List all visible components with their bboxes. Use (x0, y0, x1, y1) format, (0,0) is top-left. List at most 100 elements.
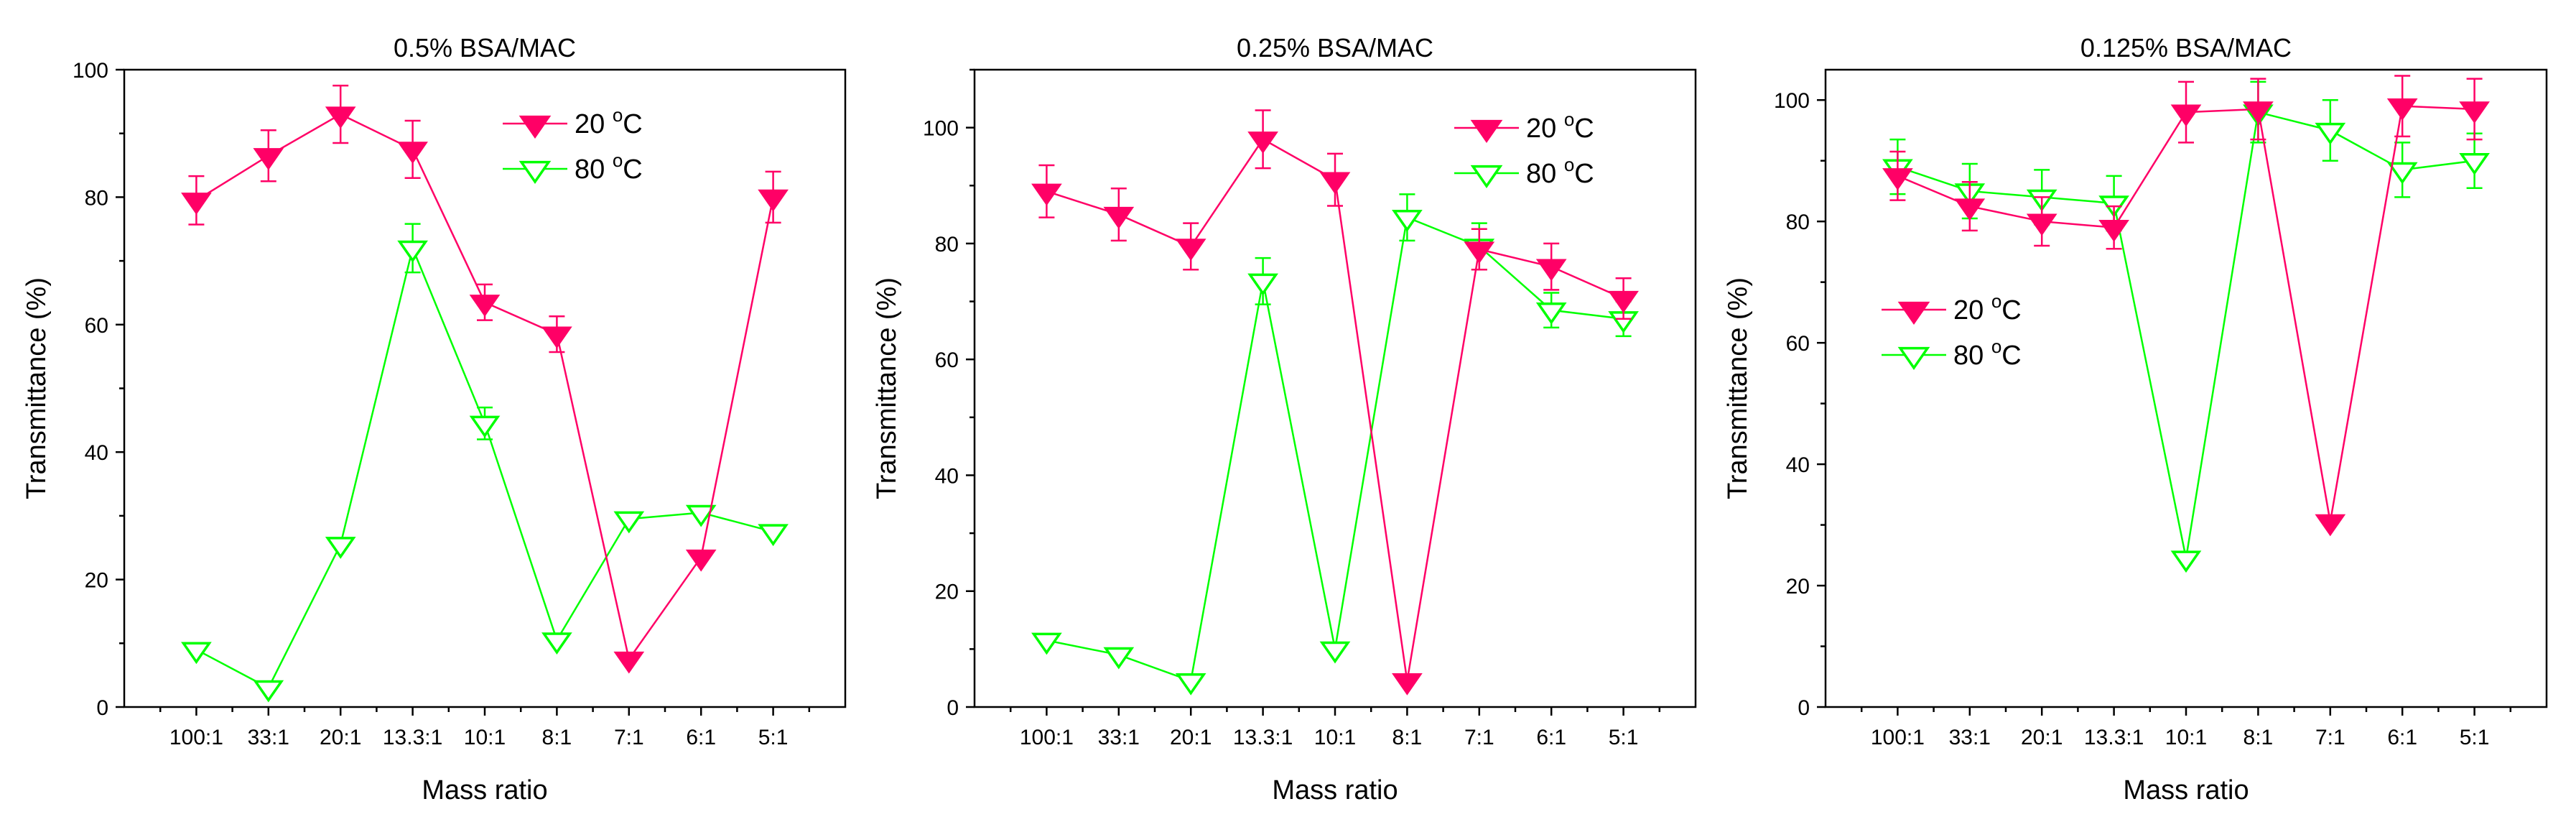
legend-label-unit: C (2001, 341, 2021, 371)
data-point (1175, 239, 1206, 262)
series-80C (181, 223, 789, 703)
legend-label-degree: o (1991, 290, 2001, 312)
y-tick-label: 100 (923, 117, 959, 141)
chart-panel-2: 0.25% BSA/MAC 0 20 40 60 80 100 100:1 33:1 20:1 13… (872, 33, 1697, 805)
x-tick-label: 10:1 (2165, 726, 2207, 749)
y-tick-label: 80 (85, 186, 108, 210)
legend-marker (1897, 346, 1930, 371)
data-point (758, 524, 789, 547)
data-point (397, 142, 428, 164)
data-point (2243, 101, 2274, 124)
chart-title: 0.5% BSA/MAC (394, 33, 576, 63)
series-20C (1031, 109, 1639, 696)
y-tick-label: 80 (935, 233, 959, 257)
legend-label-unit: C (623, 154, 642, 185)
y-tick-label: 100 (73, 59, 108, 83)
legend-label-value: 80 (575, 154, 613, 185)
data-point (253, 148, 284, 170)
x-tick-label: 6:1 (2387, 726, 2417, 749)
data-point (2170, 550, 2202, 573)
data-point (325, 106, 356, 129)
data-point (1882, 168, 1913, 190)
legend-label-degree: o (1564, 108, 1574, 130)
data-point (1535, 302, 1567, 325)
y-tick-label: 0 (947, 696, 959, 720)
plot-frame (123, 68, 847, 708)
legend-label: 20 oC (575, 104, 643, 139)
y-tick-label: 60 (85, 314, 108, 338)
data-point (2026, 213, 2057, 236)
y-axis-title: Transmittance (%) (1723, 277, 1753, 499)
legend-label-unit: C (623, 109, 642, 139)
x-tick-label: 8:1 (542, 726, 572, 749)
x-tick-label: 20:1 (320, 726, 361, 749)
x-tick-label: 10:1 (464, 726, 506, 749)
chart-panel-3: 0.125% BSA/MAC 0 20 40 60 80 100 100:1 33:1 20:1 1… (1723, 33, 2548, 805)
x-tick-label: 100:1 (169, 726, 223, 749)
y-tick-label: 20 (1786, 575, 1810, 599)
y-tick-label: 40 (85, 441, 108, 465)
x-tick-label: 8:1 (2243, 726, 2274, 749)
series-80C (1882, 80, 2490, 573)
data-point (1103, 206, 1135, 229)
x-tick-label: 5:1 (1609, 726, 1639, 749)
legend-marker (1897, 301, 1930, 325)
x-axis-title: Mass ratio (2123, 775, 2249, 805)
data-point (613, 511, 645, 534)
data-point (541, 326, 572, 349)
x-tick-label: 13.3:1 (1233, 726, 1293, 749)
legend-label-unit: C (1574, 159, 1594, 189)
legend-label-value: 20 (1953, 295, 1991, 325)
x-tick-label: 6:1 (1536, 726, 1566, 749)
data-point (1464, 241, 1495, 264)
legend-marker (519, 115, 552, 139)
data-point (1175, 673, 1206, 696)
legend-label-value: 80 (1953, 341, 1991, 371)
series-20C (181, 84, 789, 674)
data-point (541, 632, 572, 655)
chart-title: 0.25% BSA/MAC (1237, 33, 1433, 63)
data-point (2098, 219, 2129, 242)
data-point (2315, 514, 2346, 537)
x-tick-label: 13.3:1 (2084, 726, 2144, 749)
x-tick-label: 6:1 (686, 726, 716, 749)
x-axis-title: Mass ratio (422, 775, 547, 805)
data-point (1247, 131, 1278, 154)
x-tick-label: 5:1 (758, 726, 789, 749)
legend-label-value: 20 (575, 109, 613, 139)
data-point (685, 504, 717, 527)
data-point (1954, 198, 1986, 221)
legend-label: 20 oC (1953, 290, 2022, 325)
series-20C (1882, 75, 2490, 537)
y-tick-label: 60 (1786, 332, 1810, 356)
legend-label: 80 oC (575, 149, 643, 185)
data-point (2315, 122, 2346, 145)
legend-marker (1470, 119, 1503, 144)
legend-marker (1470, 165, 1503, 189)
data-point (1031, 632, 1062, 655)
x-tick-label: 20:1 (1170, 726, 1212, 749)
legend-label: 80 oC (1526, 154, 1594, 189)
series-line (1046, 216, 1624, 683)
data-point (1608, 290, 1639, 313)
data-point (325, 537, 356, 559)
y-tick-label: 20 (935, 581, 959, 604)
data-point (2459, 153, 2490, 175)
y-tick-label: 0 (1798, 696, 1810, 720)
y-axis-title: Transmittance (%) (22, 277, 52, 499)
y-axis-title: Transmittance (%) (872, 277, 902, 499)
data-point (1031, 183, 1062, 206)
data-point (758, 189, 789, 212)
chart-title: 0.125% BSA/MAC (2080, 33, 2292, 63)
x-tick-label: 7:1 (1464, 726, 1494, 749)
legend-label-degree: o (613, 104, 623, 126)
legend-label-unit: C (2001, 295, 2021, 325)
legend-label-degree: o (1564, 154, 1574, 175)
data-point (469, 295, 501, 317)
data-point (2386, 162, 2418, 185)
series-line (1046, 138, 1624, 681)
